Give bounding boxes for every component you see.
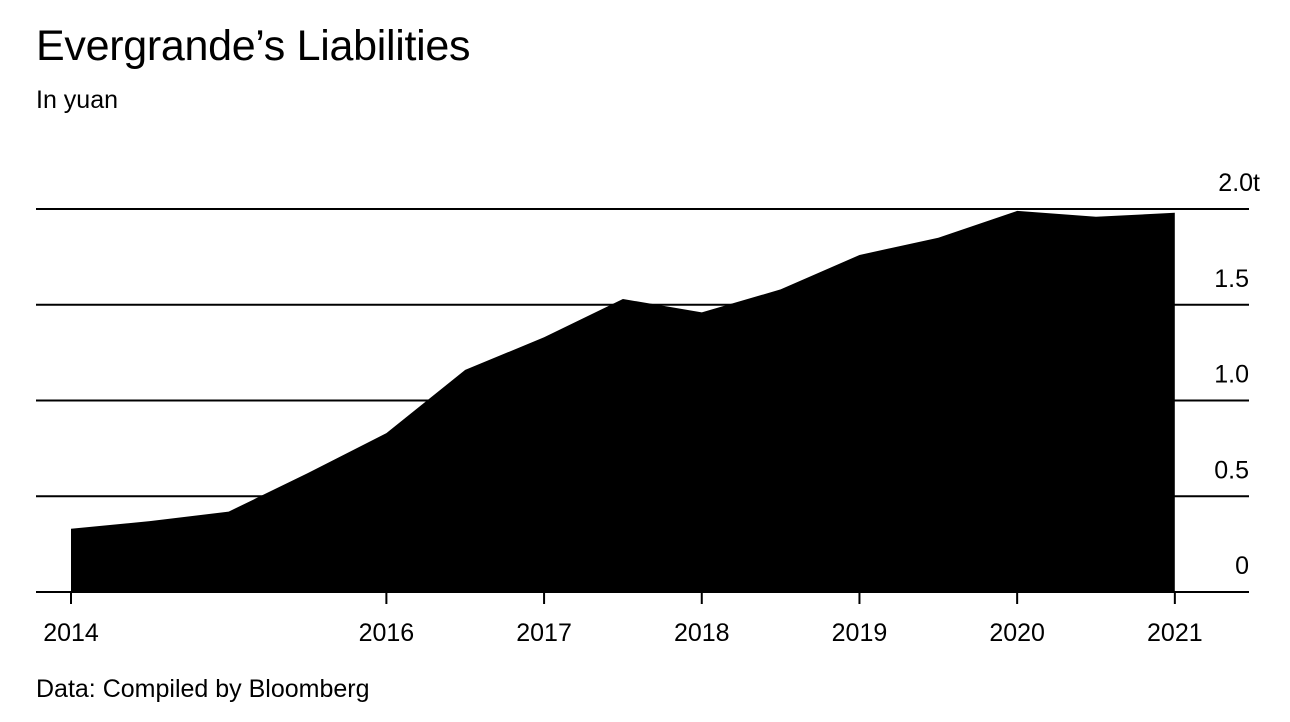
chart-subtitle: In yuan <box>36 86 119 114</box>
y-tick-label: 0.5 <box>1214 456 1249 484</box>
x-tick-labels: 2014 2016 2017 2018 2019 2020 2021 <box>43 619 1202 647</box>
x-tick-label: 2019 <box>832 619 888 647</box>
x-tick-label: 2016 <box>359 619 415 647</box>
y-tick-label: 2.0t <box>1218 169 1260 197</box>
x-tick-label: 2017 <box>516 619 572 647</box>
source-note: Data: Compiled by Bloomberg <box>36 675 370 703</box>
y-tick-label: 1.0 <box>1214 361 1249 389</box>
x-tick-label: 2018 <box>674 619 730 647</box>
x-axis-ticks <box>36 591 1249 604</box>
x-tick-label: 2020 <box>989 619 1045 647</box>
x-tick-label: 2021 <box>1147 619 1203 647</box>
chart-title: Evergrande’s Liabilities <box>36 22 471 70</box>
y-tick-label: 0 <box>1235 552 1249 580</box>
liabilities-area <box>71 210 1175 592</box>
x-tick-label: 2014 <box>43 619 99 647</box>
y-tick-label: 1.5 <box>1214 265 1249 293</box>
y-tick-labels: 2.0t 1.5 1.0 0.5 0 <box>1214 169 1260 580</box>
